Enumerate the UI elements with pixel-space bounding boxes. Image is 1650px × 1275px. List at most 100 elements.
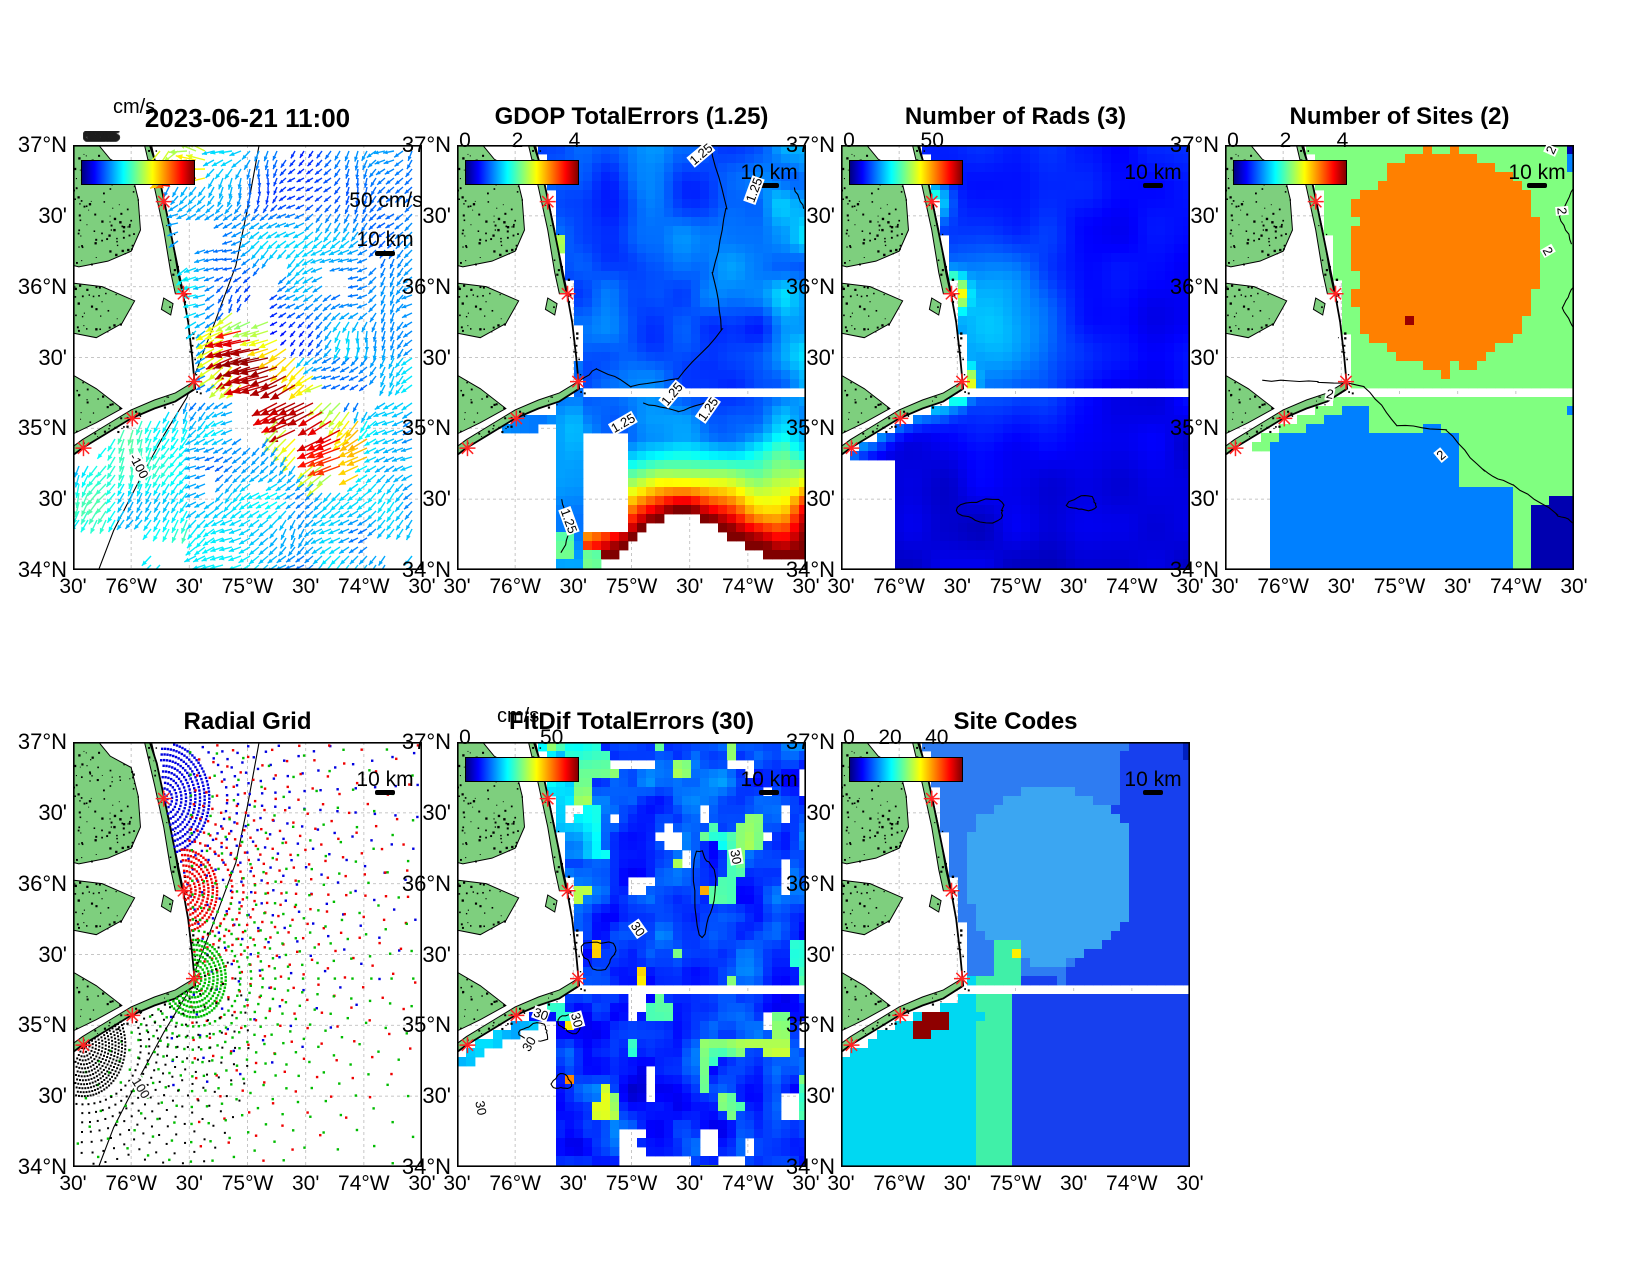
scale-bar	[375, 251, 395, 256]
x-axis-tick-label: 76°W	[105, 575, 157, 598]
panel-title: FitDif TotalErrors (30)	[509, 708, 754, 735]
y-axis-tick-label: 30'	[38, 1083, 67, 1109]
scale-bar-label: 10 km	[1508, 161, 1566, 184]
y-axis-tick-label: 30'	[806, 202, 835, 228]
y-axis-tick-label: 36°N	[1169, 273, 1219, 299]
colorbar	[465, 160, 579, 185]
y-axis-tick-label: 34°N	[17, 557, 67, 582]
map-canvas	[73, 742, 422, 1167]
x-axis-tick-label: 74°W	[1490, 575, 1542, 598]
y-axis-tick-label: 37°N	[17, 729, 67, 754]
units-label: cm/s	[113, 96, 156, 118]
contour-label: 2	[1324, 385, 1336, 402]
colorbar-tick-label: 2	[1279, 129, 1292, 152]
scale-bar	[759, 183, 779, 188]
colorbar	[465, 757, 579, 782]
x-axis-tick-label: 30'	[1059, 1172, 1088, 1195]
map-panel-gdop-total-errors: GDOP TotalErrors (1.25) 0 2 4 37°N 30' 36°N 30…	[402, 103, 820, 598]
y-axis-tick-label: 30'	[1190, 344, 1219, 370]
x-axis-tick-label: 74°W	[722, 575, 774, 598]
y-axis-tick-label: 34°N	[785, 557, 835, 582]
colorbar-tick-label: 0	[843, 129, 855, 152]
x-axis-tick-label: 30'	[1560, 575, 1588, 598]
y-axis-tick-label: 36°N	[401, 273, 451, 299]
y-axis-tick-label: 35°N	[785, 1012, 835, 1038]
x-axis-tick-label: 30'	[443, 1172, 471, 1195]
x-axis-tick-label: 30'	[943, 575, 972, 598]
y-axis-tick-label: 35°N	[17, 1012, 67, 1038]
x-axis-tick-label: 30'	[291, 1172, 320, 1195]
y-axis-tick-label: 30'	[1190, 486, 1219, 512]
x-axis-tick-label: 30'	[175, 575, 204, 598]
scale-bar	[1143, 790, 1163, 795]
colorbar-tick-label: 0	[843, 726, 855, 749]
y-axis-tick-label: 36°N	[401, 870, 451, 896]
colorbar-tick-label: 0	[1227, 129, 1239, 152]
y-axis-tick-label: 30'	[38, 799, 67, 825]
panel-title: Number of Rads (3)	[904, 103, 1127, 130]
x-axis-tick-label: 30'	[943, 1172, 972, 1195]
y-axis-tick-label: 30'	[422, 941, 451, 967]
map-panel-surface-currents: 2023-06-21 11:00 cm/s 0510152025303540455…	[18, 96, 436, 598]
scale-bar	[1143, 183, 1163, 188]
y-axis-tick-label: 36°N	[785, 273, 835, 299]
x-axis-tick-label: 30'	[1211, 575, 1239, 598]
x-axis-tick-label: 76°W	[873, 575, 925, 598]
y-axis-tick-label: 36°N	[17, 273, 67, 299]
map-canvas	[1225, 145, 1574, 570]
x-axis-tick-label: 74°W	[338, 575, 390, 598]
y-axis-tick-label: 37°N	[17, 132, 67, 157]
y-axis-tick-label: 37°N	[401, 729, 451, 754]
colorbar	[1233, 160, 1347, 185]
x-axis-tick-label: 30'	[175, 1172, 204, 1195]
y-axis-tick-label: 30'	[806, 799, 835, 825]
x-axis-tick-label: 75°W	[221, 575, 274, 598]
x-axis-tick-label: 76°W	[873, 1172, 925, 1195]
x-axis-tick-label: 75°W	[989, 1172, 1042, 1195]
y-axis-tick-label: 37°N	[1169, 132, 1219, 157]
x-axis-tick-label: 75°W	[605, 575, 658, 598]
y-axis-tick-label: 30'	[422, 344, 451, 370]
x-axis-tick-label: 74°W	[338, 1172, 390, 1195]
y-axis-tick-label: 30'	[38, 486, 67, 512]
y-axis-tick-label: 30'	[1190, 202, 1219, 228]
units-label: cm/s	[497, 705, 540, 727]
y-axis-tick-label: 34°N	[401, 1154, 451, 1179]
colorbar	[81, 160, 195, 185]
scale-bar	[375, 790, 395, 795]
scale-bar-label: 10 km	[1124, 161, 1182, 184]
y-axis-tick-label: 30'	[38, 941, 67, 967]
y-axis-tick-label: 36°N	[785, 870, 835, 896]
panel-title: Radial Grid	[183, 708, 312, 735]
x-axis-tick-label: 75°W	[989, 575, 1042, 598]
y-axis-tick-label: 30'	[806, 486, 835, 512]
panel-title: Site Codes	[953, 708, 1078, 735]
x-axis-tick-label: 30'	[559, 575, 588, 598]
x-axis-tick-label: 76°W	[105, 1172, 157, 1195]
y-axis-tick-label: 30'	[38, 202, 67, 228]
x-axis-tick-label: 76°W	[489, 575, 541, 598]
map-panel-number-of-sites: Number of Sites (2) 0 2 4 37°N 30' 36°N 30' 35°…	[1170, 103, 1588, 598]
y-axis-tick-label: 34°N	[17, 1154, 67, 1179]
map-panel-radial-grid: Radial Grid 37°N 30' 36°N 30' 35°N 30' 34°N 30'…	[18, 708, 436, 1195]
x-axis-tick-label: 30'	[1176, 1172, 1204, 1195]
contour-label: 30	[472, 1098, 491, 1117]
y-axis-tick-label: 35°N	[401, 1012, 451, 1038]
scale-bar	[1527, 183, 1547, 188]
y-axis-tick-label: 30'	[422, 1083, 451, 1109]
y-axis-tick-label: 34°N	[401, 557, 451, 582]
y-axis-tick-label: 30'	[806, 1083, 835, 1109]
contour-label: 30	[727, 847, 745, 866]
y-axis-tick-label: 36°N	[17, 870, 67, 896]
y-axis-tick-label: 37°N	[785, 132, 835, 157]
y-axis-tick-label: 35°N	[785, 415, 835, 441]
x-axis-tick-label: 30'	[559, 1172, 588, 1195]
map-panel-fitdif-total-errors: FitDif TotalErrors (30) cm/s 0 50 37°N 30' 36…	[402, 705, 820, 1195]
map-canvas	[841, 742, 1190, 1167]
x-axis-tick-label: 30'	[408, 575, 436, 598]
y-axis-tick-label: 34°N	[1169, 557, 1219, 582]
map-canvas	[457, 742, 806, 1167]
scale-bar-label: 10 km	[1124, 768, 1182, 791]
colorbar-tick-smudge: 0510152025303540455055	[83, 128, 120, 144]
y-axis-tick-label: 37°N	[401, 132, 451, 157]
